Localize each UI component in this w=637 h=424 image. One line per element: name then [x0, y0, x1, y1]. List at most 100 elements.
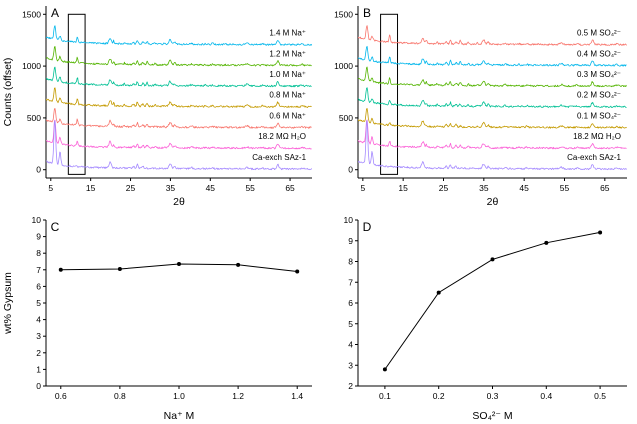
- x-tick-label: 1.2: [232, 391, 244, 401]
- y-tick-label: 1: [36, 364, 41, 374]
- xrd-trace: [46, 25, 312, 46]
- y-tick-label: 8: [36, 248, 41, 258]
- x-tick-label: 0.6: [55, 391, 67, 401]
- data-line: [384, 231, 601, 370]
- xrd-trace: [358, 45, 627, 67]
- y-tick-label: 6: [36, 281, 41, 291]
- xrd-trace: [358, 87, 627, 108]
- x-tick-label: 25: [439, 183, 449, 193]
- trace-label: 0.6 M Na⁺: [269, 111, 306, 120]
- trace-label: 1.0 M Na⁺: [269, 70, 306, 79]
- panel-a: 5 15 25 35 45 55 65 0 500 1000 1500 2θ Counts (offse…: [0, 0, 318, 210]
- x-tick-label: 0.3: [487, 391, 499, 401]
- xrd-trace: [46, 108, 312, 129]
- x-tick-label: 45: [519, 183, 529, 193]
- panel-d-chart: 0.1 0.2 0.3 0.4 0.5 2 3 4 5 6 7 8 9 10 SO₄²⁻ M D: [344, 215, 627, 422]
- data-point: [295, 269, 300, 274]
- panel-b-chart: 5 15 25 35 45 55 65 0 500 1000 1500 2θ B 0.5 M SO₄²⁻ 0…: [334, 6, 627, 208]
- data-point: [177, 261, 181, 266]
- x-tick-label: 35: [166, 183, 176, 193]
- xrd-trace: [358, 120, 627, 171]
- x-tick-label: 65: [285, 183, 295, 193]
- x-tick-label: 55: [245, 183, 255, 193]
- trace-label: Ca-exch SAz-1: [567, 153, 621, 162]
- x-tick-label: 55: [560, 183, 570, 193]
- panel-label: C: [51, 220, 60, 234]
- panel-b: 5 15 25 35 45 55 65 0 500 1000 1500 2θ B 0.5 M SO₄²⁻ 0…: [318, 0, 637, 210]
- data-point: [544, 240, 549, 245]
- y-tick-label: 2: [348, 381, 353, 391]
- data-point: [598, 230, 603, 235]
- x-tick-label: 1.4: [291, 391, 303, 401]
- x-axis-title: 2θ: [173, 196, 185, 208]
- y-tick-label: 8: [348, 257, 353, 267]
- y-tick-label: 9: [36, 232, 41, 242]
- xrd-trace: [358, 66, 627, 88]
- y-tick-label: 9: [348, 236, 353, 246]
- y-axis-title: Counts (offset): [2, 58, 14, 127]
- x-tick-label: 25: [126, 183, 136, 193]
- trace-label: 0.3 M SO₄²⁻: [577, 70, 621, 79]
- y-tick-label: 1000: [22, 61, 41, 71]
- trace-label: 1.2 M Na⁺: [269, 49, 306, 58]
- y-tick-label: 500: [339, 113, 353, 123]
- y-tick-label: 7: [348, 277, 353, 287]
- x-tick-label: 45: [206, 183, 216, 193]
- y-tick-label: 1500: [334, 9, 353, 19]
- x-tick-label: 0.8: [114, 391, 126, 401]
- xrd-trace: [46, 119, 312, 150]
- data-point: [436, 290, 441, 295]
- y-tick-label: 5: [348, 319, 353, 329]
- y-tick-label: 5: [36, 298, 41, 308]
- xrd-trace: [46, 120, 312, 171]
- trace-label: 18.2 MΩ H₂O: [258, 132, 306, 141]
- x-tick-label: 5: [48, 183, 53, 193]
- x-tick-label: 0.5: [594, 391, 606, 401]
- panel-label: D: [363, 220, 372, 234]
- panel-d: 0.1 0.2 0.3 0.4 0.5 2 3 4 5 6 7 8 9 10 SO₄²⁻ M D: [318, 210, 637, 424]
- x-tick-label: 0.1: [379, 391, 391, 401]
- x-tick-label: 0.2: [433, 391, 445, 401]
- data-point: [382, 367, 387, 372]
- trace-label: Ca-exch SAz-1: [252, 153, 306, 162]
- x-axis-title: 2θ: [487, 196, 499, 208]
- data-point: [117, 266, 122, 271]
- y-tick-label: 4: [36, 315, 41, 325]
- trace-label: 0.2 M SO₄²⁻: [577, 91, 621, 100]
- trace-label: 0.5 M SO₄²⁻: [577, 29, 621, 38]
- x-axis-title: SO₄²⁻ M: [472, 410, 512, 422]
- xrd-trace: [46, 66, 312, 88]
- y-tick-label: 6: [348, 298, 353, 308]
- trace-label: 0.8 M Na⁺: [269, 91, 306, 100]
- xrd-trace: [358, 108, 627, 129]
- y-tick-label: 1000: [334, 61, 353, 71]
- x-tick-label: 35: [479, 183, 489, 193]
- x-tick-label: 65: [600, 183, 610, 193]
- y-tick-label: 0: [36, 165, 41, 175]
- gypsum-region-box: [67, 13, 86, 175]
- panel-c: 0.6 0.8 1.0 1.2 1.4 0 1 2 3 4 5 6 7 8 9 10 Na⁺ M wt% Gyps…: [0, 210, 318, 424]
- xrd-trace: [358, 25, 627, 46]
- y-tick-label: 0: [348, 165, 353, 175]
- x-axis-title: Na⁺ M: [164, 410, 195, 422]
- y-tick-label: 3: [348, 360, 353, 370]
- y-tick-label: 10: [344, 215, 354, 225]
- xrd-trace: [358, 119, 627, 150]
- gypsum-region-box: [380, 13, 399, 175]
- y-tick-label: 0: [36, 381, 41, 391]
- xrd-trace: [46, 46, 312, 67]
- y-tick-label: 1500: [22, 9, 41, 19]
- y-tick-label: 500: [27, 113, 41, 123]
- data-point: [58, 267, 63, 272]
- panel-label: A: [51, 6, 59, 20]
- trace-label: 18.2 MΩ H₂O: [573, 132, 621, 141]
- data-point: [490, 257, 495, 262]
- data-point: [236, 262, 241, 267]
- y-tick-label: 4: [348, 340, 353, 350]
- panel-label: B: [363, 6, 371, 20]
- y-tick-label: 10: [32, 215, 42, 225]
- panel-a-chart: 5 15 25 35 45 55 65 0 500 1000 1500 2θ Counts (offse…: [2, 6, 312, 208]
- y-tick-label: 3: [36, 331, 41, 341]
- y-tick-label: 7: [36, 265, 41, 275]
